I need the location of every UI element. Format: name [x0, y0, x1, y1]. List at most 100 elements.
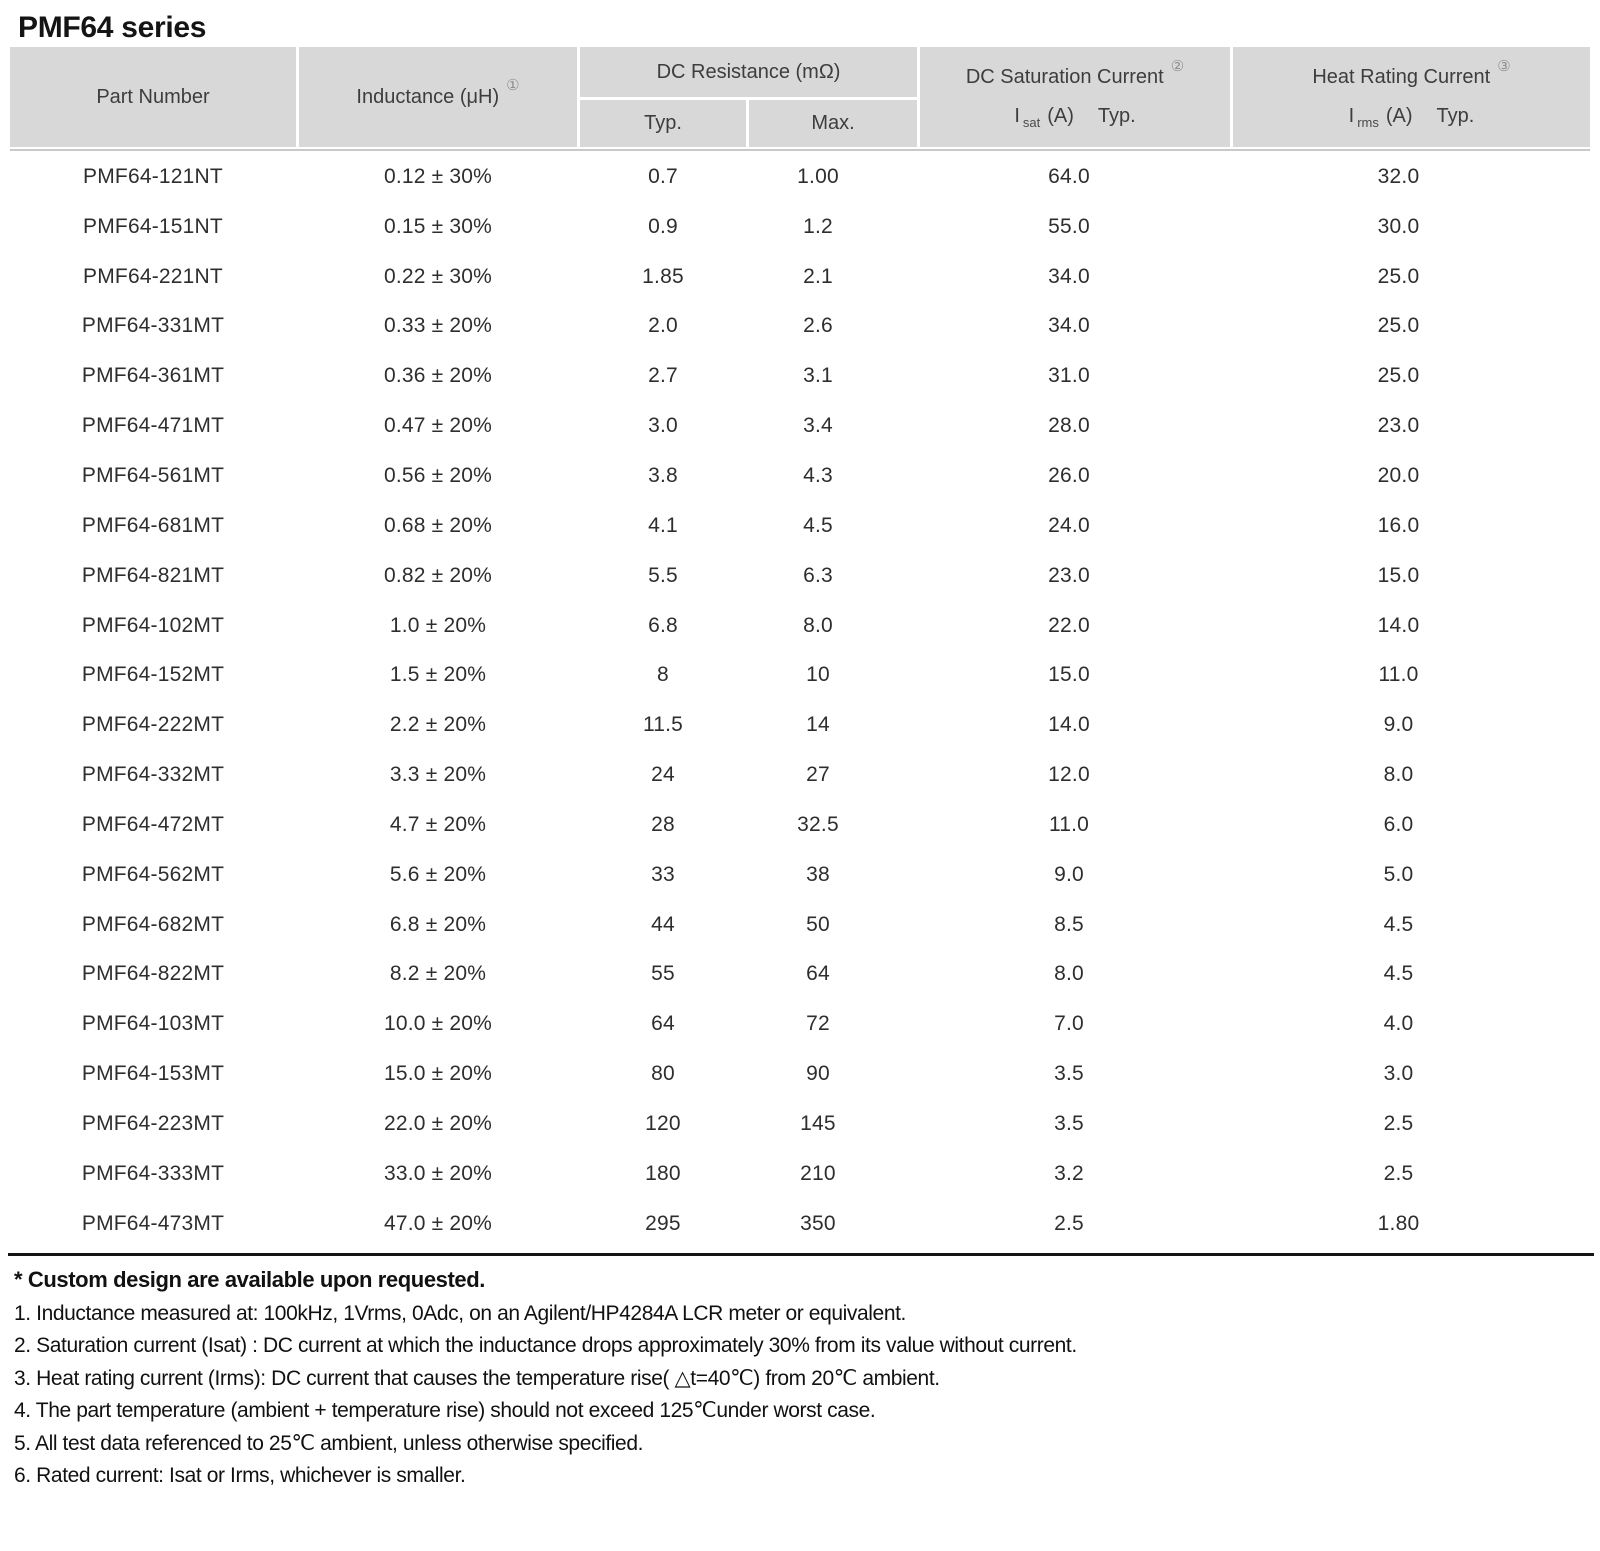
cell-part-number: PMF64-152MT	[81, 663, 225, 687]
cell-part-number: PMF64-333MT	[81, 1161, 225, 1185]
cell-inductance: 0.68 ± 20%	[383, 513, 493, 537]
table-row: PMF64-562MT 5.6 ± 20% 33 38 9.0 5.0	[10, 850, 1590, 900]
table-row: PMF64-561MT 0.56 ± 20% 3.8 4.3 26.0 20.0	[10, 451, 1590, 501]
footnote-ref-3-icon: ③	[1497, 57, 1511, 75]
table-row: PMF64-361MT 0.36 ± 20% 2.7 3.1 31.0 25.0	[10, 351, 1590, 401]
cell-inductance: 1.0 ± 20%	[389, 613, 487, 637]
cell-part-number: PMF64-822MT	[81, 962, 225, 986]
table-row: PMF64-153MT 15.0 ± 20% 80 90 3.5 3.0	[10, 1049, 1590, 1099]
cell-dcr-typ: 64	[651, 1012, 675, 1036]
cell-isat-typ: 9.0	[1054, 862, 1084, 886]
cell-dcr-max: 50	[806, 912, 830, 936]
cell-inductance: 15.0 ± 20%	[383, 1062, 493, 1086]
cell-irms-typ: 25.0	[1377, 264, 1420, 288]
table-header: Part Number Inductance (μH) ① DC Resista…	[10, 47, 1590, 147]
cell-part-number: PMF64-821MT	[81, 563, 225, 587]
page-title: PMF64 series	[18, 11, 207, 44]
table-row: PMF64-473MT 47.0 ± 20% 295 350 2.5 1.80	[10, 1199, 1590, 1249]
cell-dcr-typ: 44	[651, 912, 675, 936]
cell-inductance: 0.15 ± 30%	[383, 214, 493, 238]
heat-header-subtitle: I rms (A) Typ.	[1348, 105, 1475, 130]
table-body: PMF64-121NT 0.12 ± 30% 0.7 1.00 64.0 32.…	[10, 152, 1590, 1249]
cell-dcr-typ: 5.5	[648, 563, 678, 587]
cell-dcr-max: 145	[800, 1111, 836, 1135]
cell-dcr-max: 32.5	[797, 812, 839, 836]
cell-inductance: 4.7 ± 20%	[389, 812, 487, 836]
cell-inductance: 1.5 ± 20%	[389, 663, 487, 687]
cell-part-number: PMF64-472MT	[81, 812, 225, 836]
cell-isat-typ: 28.0	[1048, 414, 1090, 438]
cell-part-number: PMF64-473MT	[81, 1211, 225, 1235]
cell-dcr-typ: 6.8	[648, 613, 678, 637]
cell-dcr-typ: 11.5	[642, 713, 684, 737]
cell-irms-typ: 30.0	[1377, 214, 1420, 238]
header-divider	[10, 149, 1590, 151]
cell-part-number: PMF64-103MT	[81, 1012, 225, 1036]
cell-irms-typ: 15.0	[1377, 563, 1420, 587]
cell-inductance: 5.6 ± 20%	[389, 862, 487, 886]
cell-dcr-max: 72	[806, 1012, 830, 1036]
table-row: PMF64-472MT 4.7 ± 20% 28 32.5 11.0 6.0	[10, 800, 1590, 850]
cell-irms-typ: 20.0	[1377, 463, 1420, 487]
cell-irms-typ: 23.0	[1377, 414, 1420, 438]
cell-dcr-max: 10	[806, 663, 830, 687]
cell-dcr-typ: 8	[657, 663, 669, 687]
cell-inductance: 0.82 ± 20%	[383, 563, 493, 587]
table-row: PMF64-821MT 0.82 ± 20% 5.5 6.3 23.0 15.0	[10, 551, 1590, 601]
col-header-part-number: Part Number	[10, 47, 296, 147]
cell-isat-typ: 34.0	[1048, 314, 1090, 338]
cell-part-number: PMF64-102MT	[81, 613, 225, 637]
note-3: 3. Heat rating current (Irms): DC curren…	[14, 1366, 940, 1390]
cell-irms-typ: 8.0	[1383, 763, 1414, 787]
cell-dcr-typ: 33	[651, 862, 675, 886]
note-4: 4. The part temperature (ambient + tempe…	[14, 1399, 876, 1423]
cell-dcr-max: 27	[806, 763, 830, 787]
cell-irms-typ: 9.0	[1383, 713, 1414, 737]
cell-dcr-typ: 120	[645, 1111, 681, 1135]
table-row: PMF64-151NT 0.15 ± 30% 0.9 1.2 55.0 30.0	[10, 202, 1590, 252]
cell-inductance: 3.3 ± 20%	[389, 763, 487, 787]
cell-irms-typ: 2.5	[1383, 1161, 1414, 1185]
cell-irms-typ: 25.0	[1377, 314, 1420, 338]
cell-dcr-max: 1.2	[803, 214, 833, 238]
cell-isat-typ: 11.0	[1048, 812, 1090, 836]
table-row: PMF64-103MT 10.0 ± 20% 64 72 7.0 4.0	[10, 999, 1590, 1049]
cell-part-number: PMF64-471MT	[81, 414, 225, 438]
custom-design-note: * Custom design are available upon reque…	[14, 1266, 486, 1292]
cell-dcr-max: 4.3	[803, 463, 833, 487]
cell-irms-typ: 14.0	[1377, 613, 1420, 637]
cell-inductance: 0.12 ± 30%	[383, 164, 493, 188]
cell-isat-typ: 34.0	[1048, 264, 1090, 288]
cell-part-number: PMF64-153MT	[81, 1062, 225, 1086]
cell-isat-typ: 23.0	[1048, 563, 1090, 587]
cell-part-number: PMF64-331MT	[81, 314, 225, 338]
cell-part-number: PMF64-681MT	[81, 513, 225, 537]
cell-irms-typ: 11.0	[1378, 663, 1419, 687]
table-row: PMF64-152MT 1.5 ± 20% 8 10 15.0 11.0	[10, 650, 1590, 700]
table-row: PMF64-681MT 0.68 ± 20% 4.1 4.5 24.0 16.0	[10, 501, 1590, 551]
cell-dcr-typ: 2.7	[648, 364, 678, 388]
cell-dcr-typ: 28	[651, 812, 675, 836]
cell-isat-typ: 8.0	[1054, 962, 1084, 986]
table-row: PMF64-223MT 22.0 ± 20% 120 145 3.5 2.5	[10, 1099, 1590, 1149]
col-header-dcr-typ: Typ.	[580, 100, 746, 147]
footnote-ref-1-icon: ①	[506, 77, 520, 94]
cell-irms-typ: 16.0	[1377, 513, 1420, 537]
cell-irms-typ: 1.80	[1377, 1211, 1420, 1235]
cell-isat-typ: 31.0	[1048, 364, 1090, 388]
inductance-header-label: Inductance (μH)	[356, 85, 500, 108]
cell-dcr-max: 3.4	[803, 414, 833, 438]
cell-irms-typ: 3.0	[1383, 1062, 1414, 1086]
cell-dcr-max: 90	[806, 1062, 830, 1086]
isat-subscript: sat	[1022, 115, 1041, 130]
col-header-heat-rating-current: Heat Rating Current ③ I rms (A) Typ.	[1233, 47, 1590, 147]
cell-part-number: PMF64-361MT	[81, 364, 225, 388]
cell-dcr-max: 1.00	[797, 164, 839, 188]
note-6: 6. Rated current: Isat or Irms, whicheve…	[14, 1464, 466, 1488]
cell-isat-typ: 55.0	[1048, 214, 1090, 238]
table-row: PMF64-102MT 1.0 ± 20% 6.8 8.0 22.0 14.0	[10, 601, 1590, 651]
cell-isat-typ: 3.5	[1054, 1062, 1084, 1086]
cell-inductance: 22.0 ± 20%	[383, 1111, 493, 1135]
cell-dcr-typ: 24	[651, 763, 675, 787]
cell-dcr-typ: 80	[651, 1062, 675, 1086]
